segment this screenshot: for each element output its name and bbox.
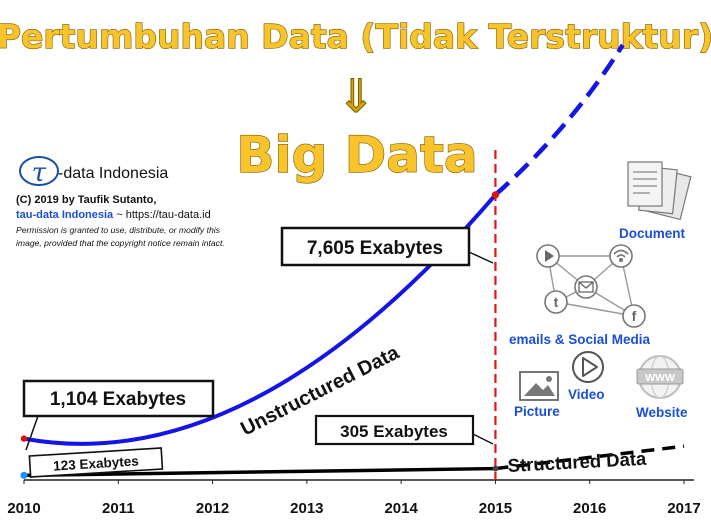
document-icon <box>627 161 692 221</box>
email-icon <box>574 275 598 299</box>
x-tick-label-2015: 2015 <box>479 500 512 517</box>
website-label: Website <box>636 405 688 420</box>
twitter-icon: t <box>544 290 568 314</box>
x-axis-ticks: 2010 2011 2012 2013 2014 2015 2016 2017 <box>7 480 701 517</box>
wifi-icon <box>609 244 633 268</box>
data-label-123: 123 Exabytes <box>53 453 139 473</box>
plot-area: 2010 2011 2012 2013 2014 2015 2016 2017 <box>7 43 701 517</box>
picture-icon <box>519 371 559 401</box>
data-label-1104: 1,104 Exabytes <box>50 389 186 410</box>
twitter-letter: t <box>554 294 559 310</box>
www-text: WWW <box>645 372 675 384</box>
chart-subtitle: Big Data <box>236 126 477 184</box>
youtube-icon <box>536 244 560 268</box>
series-structured-projection <box>495 444 685 471</box>
callout-123: 123 Exabytes <box>28 447 164 478</box>
copyright-line: (C) 2019 by Taufik Sutanto, <box>16 194 156 206</box>
credit-link[interactable]: tau-data Indonesia <box>16 209 114 221</box>
chart-title: Pertumbuhan Data (Tidak Terstruktur) <box>0 17 711 56</box>
logo-letter: τ <box>32 158 47 188</box>
callout-1104: 1,104 Exabytes <box>22 379 215 451</box>
logo-text: -data Indonesia <box>58 165 168 182</box>
x-tick-label-2012: 2012 <box>196 500 229 517</box>
callout-7605: 7,605 Exabytes <box>280 226 494 267</box>
website-globe-icon: WWW <box>636 355 684 399</box>
series-unstructured-line <box>22 192 498 446</box>
series-label-structured: Structured Data <box>507 448 647 476</box>
tau-logo-icon <box>19 156 59 186</box>
data-label-305: 305 Exabytes <box>340 422 448 441</box>
x-tick-label-2014: 2014 <box>384 500 418 517</box>
x-tick-label-2017: 2017 <box>667 500 700 517</box>
down-arrow-icon: ⇓ <box>337 69 376 123</box>
credit-link-line: tau-data Indonesia ~ https://tau-data.id <box>16 209 211 221</box>
facebook-letter: f <box>632 308 637 324</box>
video-label: Video <box>568 387 605 402</box>
series-structured-line <box>23 466 496 478</box>
document-label: Document <box>619 226 686 241</box>
credits: τ -data Indonesia (C) 2019 by Taufik Sut… <box>16 156 225 248</box>
x-tick-label-2010: 2010 <box>7 500 40 517</box>
x-tick-label-2011: 2011 <box>102 500 135 517</box>
point-unstructured-2010 <box>20 435 28 442</box>
social-media-label: emails & Social Media <box>509 332 651 347</box>
permission-line-1: Permission is granted to use, distribute… <box>16 225 221 235</box>
picture-label: Picture <box>514 404 560 419</box>
video-play-icon <box>572 351 604 383</box>
point-structured-2010 <box>20 471 28 479</box>
series-unstructured-projection <box>493 43 625 197</box>
x-tick-label-2016: 2016 <box>573 500 606 517</box>
callout-305: 305 Exabytes <box>314 414 494 446</box>
x-tick-label-2013: 2013 <box>290 500 323 517</box>
point-unstructured-2015 <box>491 191 500 199</box>
point-structured-2015 <box>492 465 499 472</box>
permission-line-2: image, provided that the copyright notic… <box>16 238 225 248</box>
data-label-7605: 7,605 Exabytes <box>307 238 443 259</box>
facebook-icon: f <box>622 304 646 328</box>
credit-url: ~ https://tau-data.id <box>113 209 211 221</box>
